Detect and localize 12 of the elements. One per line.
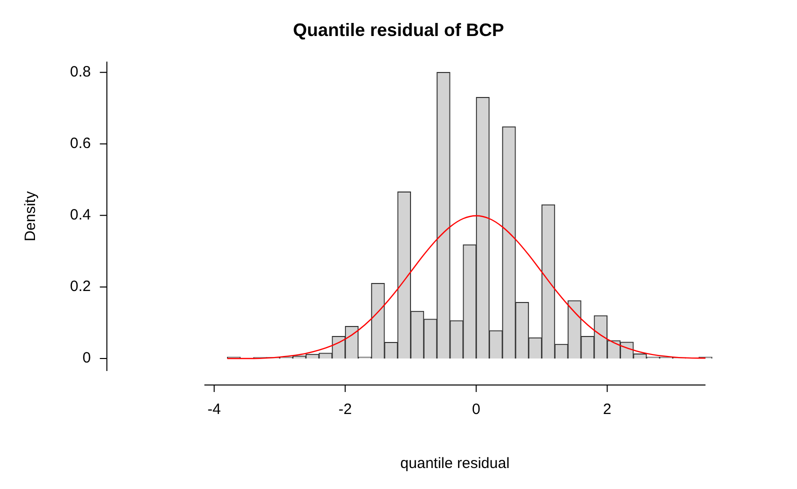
chart-title: Quantile residual of BCP xyxy=(292,20,504,40)
x-tick-label: 2 xyxy=(603,401,612,418)
y-tick-label: 0 xyxy=(82,350,91,367)
y-axis-title: Density xyxy=(22,190,40,242)
x-tick-label: -2 xyxy=(338,401,352,418)
y-tick-label: 0.8 xyxy=(70,63,91,80)
x-tick-label: 0 xyxy=(472,401,480,418)
y-tick-label: 0.2 xyxy=(70,278,91,296)
x-tick-label: -4 xyxy=(208,401,221,418)
y-tick-label: 0.6 xyxy=(70,135,91,152)
y-tick-label: 0.4 xyxy=(70,206,91,224)
x-axis-title: quantile residual xyxy=(400,455,510,472)
